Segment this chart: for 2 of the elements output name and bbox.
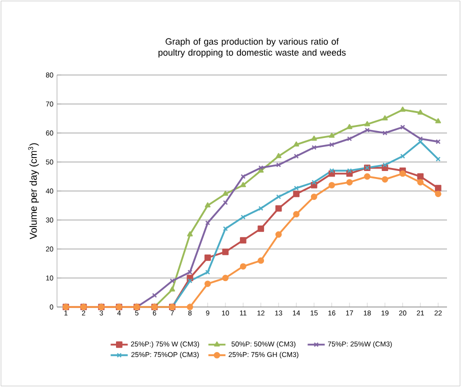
chart-title: Graph of gas production by various ratio of poultry dropping to domestic waste and weeds [158,38,346,58]
y-axis-title: Volume per day (cm$^{3}$) [28,143,39,240]
